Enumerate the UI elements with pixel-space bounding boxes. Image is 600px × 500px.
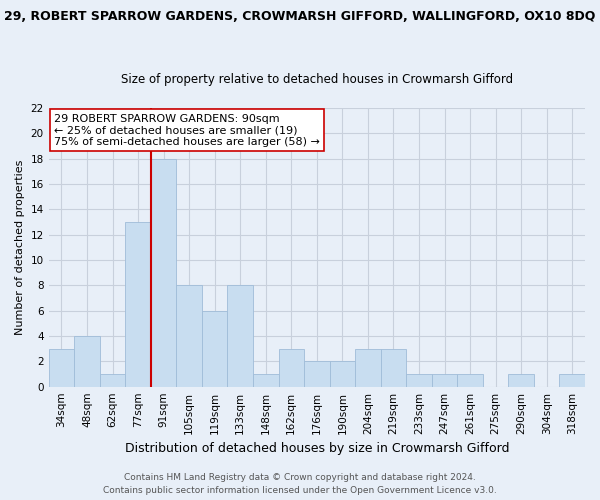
Bar	[100, 374, 125, 386]
Bar	[432, 374, 457, 386]
Text: Contains HM Land Registry data © Crown copyright and database right 2024.
Contai: Contains HM Land Registry data © Crown c…	[103, 473, 497, 495]
Bar	[49, 348, 74, 387]
Bar	[329, 362, 355, 386]
Bar	[559, 374, 585, 386]
X-axis label: Distribution of detached houses by size in Crowmarsh Gifford: Distribution of detached houses by size …	[125, 442, 509, 455]
Bar	[151, 158, 176, 386]
Bar	[355, 348, 380, 387]
Bar	[508, 374, 534, 386]
Title: Size of property relative to detached houses in Crowmarsh Gifford: Size of property relative to detached ho…	[121, 73, 513, 86]
Bar	[125, 222, 151, 386]
Y-axis label: Number of detached properties: Number of detached properties	[15, 160, 25, 335]
Bar	[253, 374, 278, 386]
Bar	[176, 286, 202, 386]
Bar	[278, 348, 304, 387]
Bar	[227, 286, 253, 386]
Bar	[202, 310, 227, 386]
Text: 29 ROBERT SPARROW GARDENS: 90sqm
← 25% of detached houses are smaller (19)
75% o: 29 ROBERT SPARROW GARDENS: 90sqm ← 25% o…	[54, 114, 320, 147]
Bar	[457, 374, 483, 386]
Bar	[380, 348, 406, 387]
Bar	[304, 362, 329, 386]
Bar	[406, 374, 432, 386]
Bar	[74, 336, 100, 386]
Text: 29, ROBERT SPARROW GARDENS, CROWMARSH GIFFORD, WALLINGFORD, OX10 8DQ: 29, ROBERT SPARROW GARDENS, CROWMARSH GI…	[4, 10, 596, 23]
